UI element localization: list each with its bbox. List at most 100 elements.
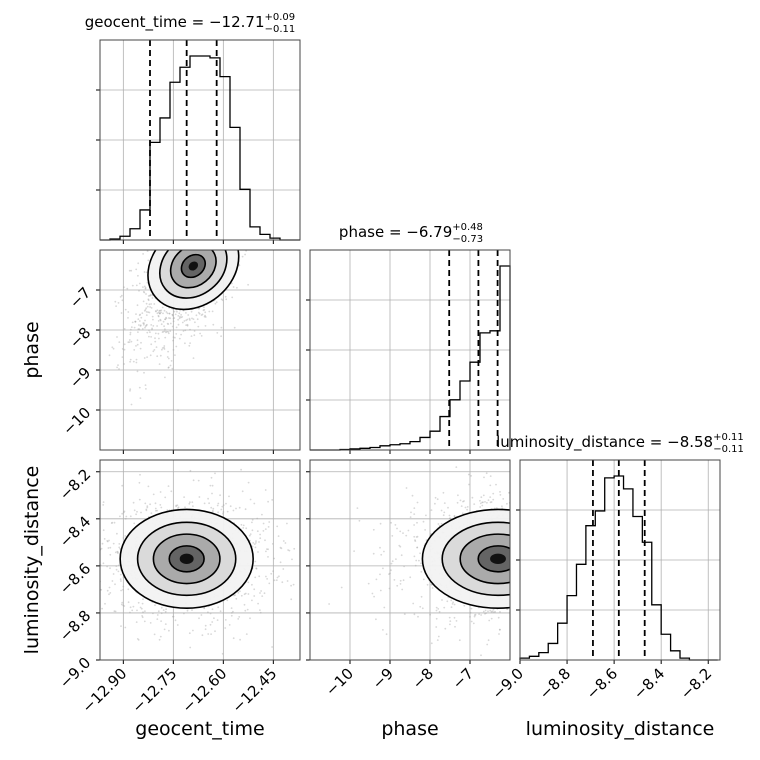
scatter-point	[163, 348, 166, 350]
scatter-point	[242, 527, 245, 529]
scatter-point	[136, 370, 139, 373]
scatter-point	[436, 639, 439, 641]
scatter-point	[473, 503, 476, 505]
y-tick-label-luminosity_distance: −8.6	[56, 560, 94, 598]
contour-line	[441, 521, 510, 597]
scatter-point	[136, 510, 138, 513]
scatter-point	[139, 606, 142, 609]
scatter-point	[379, 589, 382, 592]
scatter-point	[144, 384, 147, 386]
scatter-point	[196, 318, 199, 321]
scatter-point	[210, 633, 213, 635]
scatter-point	[177, 409, 179, 412]
scatter-point	[517, 586, 519, 588]
scatter-point	[210, 476, 213, 479]
scatter-point	[131, 321, 134, 324]
scatter-point	[158, 312, 161, 315]
scatter-point	[148, 335, 150, 338]
scatter-point	[202, 241, 204, 243]
scatter-point	[484, 501, 486, 503]
scatter-point	[211, 245, 213, 247]
scatter-point	[162, 330, 165, 333]
scatter-point	[144, 326, 146, 329]
scatter-point	[159, 635, 162, 638]
scatter-point	[214, 472, 216, 475]
scatter-point	[135, 361, 138, 364]
scatter-point	[517, 606, 519, 608]
scatter-point	[130, 340, 133, 343]
scatter-point	[172, 248, 174, 250]
scatter-point	[111, 580, 114, 582]
scatter-point	[212, 323, 215, 326]
scatter-point	[197, 479, 200, 482]
scatter-point	[390, 521, 392, 524]
scatter-point	[194, 321, 196, 324]
scatter-point	[170, 241, 172, 243]
scatter-point	[234, 594, 237, 596]
scatter-point	[513, 525, 515, 527]
scatter-point	[123, 510, 126, 513]
title-lower-error: −0.11	[713, 444, 744, 455]
scatter-point	[197, 311, 200, 314]
scatter-point	[176, 241, 178, 243]
scatter-point	[268, 521, 271, 523]
scatter-point	[177, 323, 180, 326]
scatter-point	[96, 557, 98, 559]
scatter-point	[461, 512, 464, 515]
scatter-point	[470, 607, 473, 610]
scatter-point	[430, 509, 433, 511]
scatter-point	[416, 546, 419, 549]
scatter-point	[94, 578, 96, 580]
scatter-point	[186, 609, 189, 612]
scatter-point	[245, 633, 248, 635]
scatter-point	[117, 302, 120, 304]
scatter-point	[442, 514, 445, 517]
scatter-point	[123, 348, 126, 351]
scatter-point	[230, 607, 233, 609]
scatter-point	[232, 242, 234, 244]
hist-panel-phase	[306, 249, 511, 454]
panel-frame	[309, 459, 511, 661]
scatter-point	[249, 241, 251, 243]
scatter-point	[157, 610, 160, 613]
scatter-point	[175, 326, 178, 329]
scatter-point	[191, 246, 193, 248]
scatter-point	[482, 494, 485, 497]
scatter-point	[156, 509, 159, 512]
scatter-point	[120, 580, 122, 582]
scatter-point	[483, 476, 485, 479]
scatter-point	[144, 287, 147, 290]
scatter-point	[444, 627, 447, 630]
scatter-point	[112, 542, 115, 545]
scatter-point	[437, 523, 440, 525]
scatter-point	[147, 295, 150, 297]
scatter-point	[375, 578, 378, 581]
scatter-point	[511, 554, 513, 556]
scatter-point	[232, 509, 235, 512]
scatter-point	[145, 293, 147, 295]
scatter-point	[172, 336, 175, 339]
scatter-point	[132, 605, 135, 608]
y-tick-label-phase: −10	[59, 404, 94, 439]
scatter-point	[231, 282, 233, 285]
scatter-point	[180, 316, 183, 319]
scatter-point	[129, 606, 132, 609]
scatter-point	[217, 243, 219, 245]
scatter-point	[139, 473, 141, 476]
scatter-point	[405, 487, 408, 489]
scatter-point	[132, 360, 135, 363]
scatter-point	[492, 611, 495, 614]
scatter-point	[268, 582, 271, 585]
scatter-point	[184, 243, 186, 245]
scatter-point	[511, 565, 513, 567]
scatter-point	[159, 354, 162, 357]
scatter-point	[171, 313, 174, 316]
scatter-point	[121, 348, 124, 350]
scatter-point	[169, 242, 171, 244]
scatter-point	[518, 534, 520, 536]
scatter-point	[198, 307, 200, 310]
scatter-point	[256, 530, 259, 533]
scatter-point	[217, 246, 219, 248]
scatter-point	[106, 589, 109, 592]
panel-frame	[99, 249, 301, 451]
